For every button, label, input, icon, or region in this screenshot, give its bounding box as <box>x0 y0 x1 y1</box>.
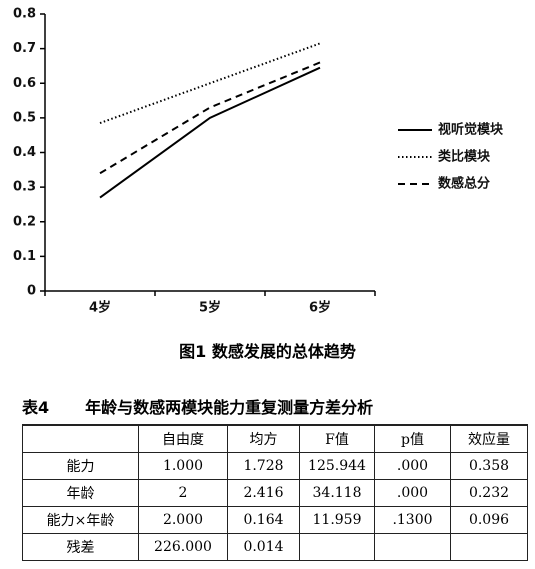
series-line <box>99 42 321 125</box>
table-cell <box>450 533 528 561</box>
chart: 0 0.1 0.2 0.3 0.4 0.5 0.6 0.7 0.8 4岁 5岁 6岁 视听觉模块类比模块… <box>13 7 504 316</box>
table-cell: .000 <box>374 452 451 480</box>
x-tick-label: 6岁 <box>309 300 331 316</box>
table-cell: 11.959 <box>299 506 375 534</box>
table-cell: 2.000 <box>138 506 228 534</box>
legend-label: 视听觉模块 <box>438 122 504 138</box>
table-label: 表4 <box>22 398 50 417</box>
table-row: 年龄 2 2.416 34.118.000 0.232 <box>22 479 528 507</box>
header-cell: 均方 <box>227 424 300 453</box>
table-row: 能力×年龄 2.000 0.164 11.959.1300 0.096 <box>22 506 528 534</box>
table-cell: 0.358 <box>450 452 528 480</box>
y-tick-label: 0.2 <box>13 214 36 229</box>
y-tick-label: 0.7 <box>13 41 36 56</box>
x-tick-label: 5岁 <box>199 300 221 316</box>
table-cell: 34.118 <box>299 479 375 507</box>
y-tick-label: 0.1 <box>13 249 36 264</box>
y-tick-label: 0.4 <box>13 145 36 160</box>
y-tick-label: 0.3 <box>13 180 36 195</box>
series-line <box>99 66 321 199</box>
table-cell: 0.232 <box>450 479 528 507</box>
table-cell: 能力 <box>22 452 139 480</box>
table-cell: .1300 <box>374 506 451 534</box>
table-cell: 125.944 <box>299 452 375 480</box>
table-cell <box>299 533 375 561</box>
x-tick-label: 4岁 <box>89 300 111 316</box>
table-cell: 年龄 <box>22 479 139 507</box>
table-title-text: 年龄与数感两模块能力重复测量方差分析 <box>85 398 374 417</box>
header-cell: 效应量 <box>450 424 528 453</box>
header-cell: p值 <box>374 424 451 453</box>
header-cell <box>22 424 139 453</box>
header-cell: 自由度 <box>138 424 228 453</box>
table-cell: 0.164 <box>227 506 300 534</box>
header-row: 自由度 均方 F值 p值 效应量 <box>22 424 528 453</box>
y-tick-label: 0 <box>27 284 36 299</box>
table-cell: 1.000 <box>138 452 228 480</box>
figure-caption: 图1 数感发展的总体趋势 <box>179 342 356 361</box>
series-line <box>99 61 321 175</box>
y-tick-label: 0.5 <box>13 110 36 125</box>
table-cell: 能力×年龄 <box>22 506 139 534</box>
table-cell: 226.000 <box>138 533 228 561</box>
table-row: 能力 1.000 1.728 125.944.000 0.358 <box>22 452 528 480</box>
table-cell: 0.096 <box>450 506 528 534</box>
legend-label: 数感总分 <box>438 176 490 192</box>
legend-label: 类比模块 <box>438 149 491 165</box>
table-cell: .000 <box>374 479 451 507</box>
table-row: 残差 226.000 0.014 <box>22 533 528 561</box>
table-cell: 2 <box>138 479 228 507</box>
table: 自由度 均方 F值 p值 效应量 能力 1.000 1.728 125.944.000 0.358… <box>22 424 528 561</box>
y-tick-label: 0.6 <box>13 76 36 91</box>
table-cell: 残差 <box>22 533 139 561</box>
table-cell <box>374 533 451 561</box>
table-cell: 2.416 <box>227 479 300 507</box>
table-title: 表4 年龄与数感两模块能力重复测量方差分析 <box>22 394 373 418</box>
table-cell: 1.728 <box>227 452 300 480</box>
table-cell: 0.014 <box>227 533 300 561</box>
header-cell: F值 <box>299 424 375 453</box>
y-tick-label: 0.8 <box>13 7 36 22</box>
